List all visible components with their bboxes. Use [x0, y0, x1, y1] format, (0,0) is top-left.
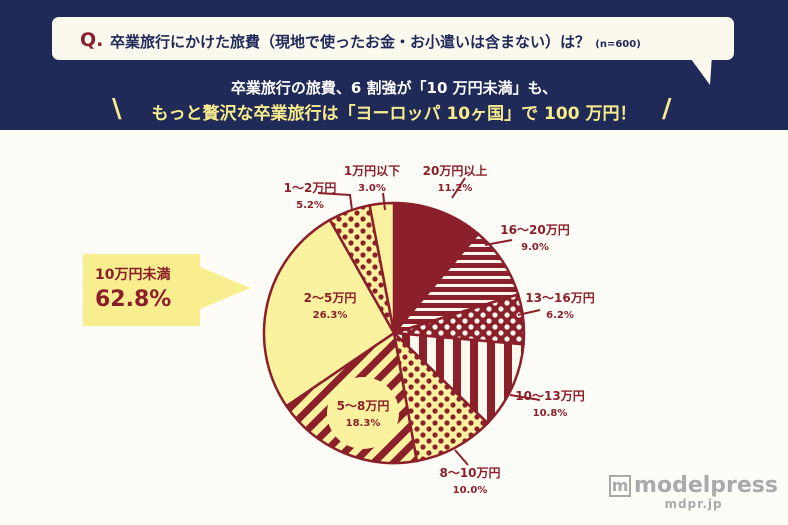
leader-line — [451, 177, 466, 199]
pie-slice — [390, 331, 525, 425]
slice-label-text: 8～10万円 — [439, 466, 501, 480]
callout-box — [83, 254, 200, 326]
leader-line — [382, 192, 386, 211]
slice-label: 8～10万円 10.0% — [425, 465, 515, 499]
slice-label-text: 10～13万円 — [515, 389, 585, 403]
slice-label: 5～8万円 18.3% — [318, 398, 408, 432]
slice-percent: 5.2% — [296, 200, 324, 211]
callout-label: 10万円未満 — [95, 267, 171, 283]
slice-percent: 18.3% — [345, 418, 381, 429]
slice-label-text: 16～20万円 — [500, 223, 570, 237]
slice-percent: 10.8% — [532, 408, 568, 419]
subtitle-line-2: もっと贅沢な卒業旅行は「ヨーロッパ 10ヶ国」で 100 万円！ — [151, 104, 637, 124]
question-mark: Q. — [80, 29, 104, 51]
slice-percent: 9.0% — [521, 242, 549, 253]
question-bubble — [52, 17, 734, 60]
slice-label: 1～2万円 5.2% — [265, 180, 355, 214]
slash-left: \ — [112, 94, 122, 124]
slice-label: 1万円以下 3.0% — [327, 163, 417, 197]
slice-percent: 26.3% — [312, 310, 348, 321]
leader-line — [517, 309, 541, 316]
slash-right: / — [662, 94, 672, 124]
slice-label: 2～5万円 26.3% — [285, 290, 375, 324]
leader-line — [484, 239, 513, 246]
pie-slice — [392, 201, 480, 337]
slice-label-text: 1～2万円 — [283, 181, 337, 195]
watermark: m modelpress mdpr.jp — [609, 475, 778, 511]
slice-label: 16～20万円 9.0% — [490, 222, 580, 256]
slice-label-text: 20万円以上 — [422, 164, 488, 178]
callout-tail — [198, 266, 250, 310]
slice-label-text: 13～16万円 — [525, 291, 595, 305]
leader-line — [317, 192, 353, 211]
slice-percent: 3.0% — [358, 183, 386, 194]
slice-label-text: 1万円以下 — [343, 164, 401, 178]
slice-percent: 11.2% — [437, 183, 473, 194]
slice-label-text: 2～5万円 — [303, 291, 357, 305]
watermark-brand: modelpress — [634, 473, 778, 498]
slice-label: 13～16万円 6.2% — [515, 290, 605, 324]
subtitle-line-1: 卒業旅行の旅費、6 割強が「10 万円未満」も、 — [230, 79, 558, 97]
question: 卒業旅行にかけた旅費（現地で使ったお金・お小遣いは含まない）は？ — [110, 33, 591, 51]
question-bubble-tail — [688, 55, 712, 85]
leader-line — [454, 449, 469, 466]
slice-percent: 10.0% — [452, 485, 488, 496]
slice-label: 10～13万円 10.8% — [505, 388, 595, 422]
slice-label: 20万円以上 11.2% — [410, 163, 500, 197]
slice-percent: 6.2% — [546, 310, 574, 321]
leader-line — [509, 394, 541, 401]
pie-slice — [262, 218, 396, 408]
label-backdrop — [327, 377, 399, 449]
sample-size: (n=600) — [595, 39, 641, 50]
pie-slice — [368, 201, 396, 334]
watermark-logo: m — [609, 475, 632, 497]
watermark-url: mdpr.jp — [664, 497, 723, 511]
question-text: 卒業旅行にかけた旅費（現地で使ったお金・お小遣いは含まない）は？ (n=600) — [110, 31, 641, 52]
pie-slice — [392, 329, 490, 463]
slice-label-text: 5～8万円 — [336, 399, 390, 413]
callout-value: 62.8% — [95, 287, 172, 312]
